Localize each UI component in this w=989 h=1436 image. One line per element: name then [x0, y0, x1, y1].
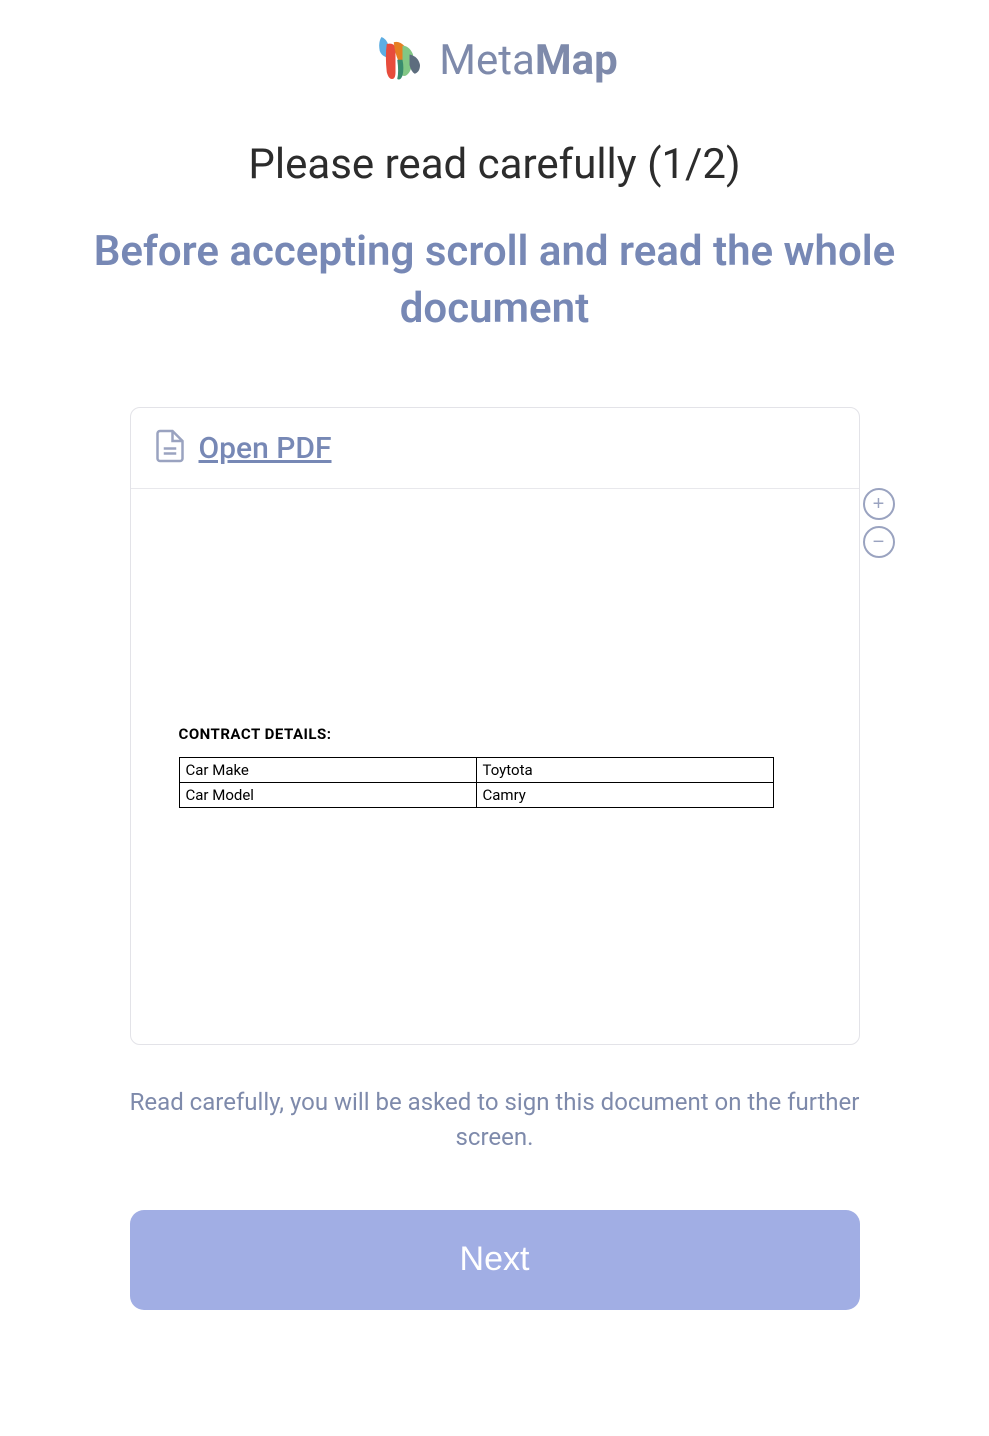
brand-name-bold: Map: [535, 36, 618, 85]
contract-table: Car Make Toytota Car Model Camry: [179, 757, 774, 808]
file-icon: [155, 428, 185, 468]
next-button[interactable]: Next: [130, 1210, 860, 1310]
zoom-controls: + −: [863, 488, 895, 558]
zoom-out-button[interactable]: −: [863, 526, 895, 558]
table-cell-value: Camry: [476, 783, 773, 808]
open-pdf-link[interactable]: Open PDF: [199, 431, 332, 466]
hint-text: Read carefully, you will be asked to sig…: [0, 1085, 989, 1155]
contract-heading: CONTRACT DETAILS:: [179, 725, 811, 743]
table-cell-key: Car Make: [179, 758, 476, 783]
table-row: Car Make Toytota: [179, 758, 773, 783]
main-container: MetaMap Please read carefully (1/2) Befo…: [0, 0, 989, 1436]
pdf-header: Open PDF: [131, 408, 859, 489]
brand-name: MetaMap: [439, 36, 617, 85]
table-cell-value: Toytota: [476, 758, 773, 783]
pdf-viewer[interactable]: CONTRACT DETAILS: Car Make Toytota Car M…: [131, 489, 859, 1044]
zoom-in-button[interactable]: +: [863, 488, 895, 520]
page-title: Please read carefully (1/2): [248, 140, 740, 189]
table-row: Car Model Camry: [179, 783, 773, 808]
pdf-panel: Open PDF CONTRACT DETAILS: Car Make Toyt…: [130, 407, 860, 1045]
brand-name-light: Meta: [439, 36, 535, 85]
metamap-logo-icon: [371, 30, 427, 90]
plus-icon: +: [873, 494, 885, 514]
page-subtitle: Before accepting scroll and read the who…: [0, 224, 989, 337]
table-cell-key: Car Model: [179, 783, 476, 808]
minus-icon: −: [873, 532, 885, 552]
brand-logo: MetaMap: [371, 30, 617, 90]
